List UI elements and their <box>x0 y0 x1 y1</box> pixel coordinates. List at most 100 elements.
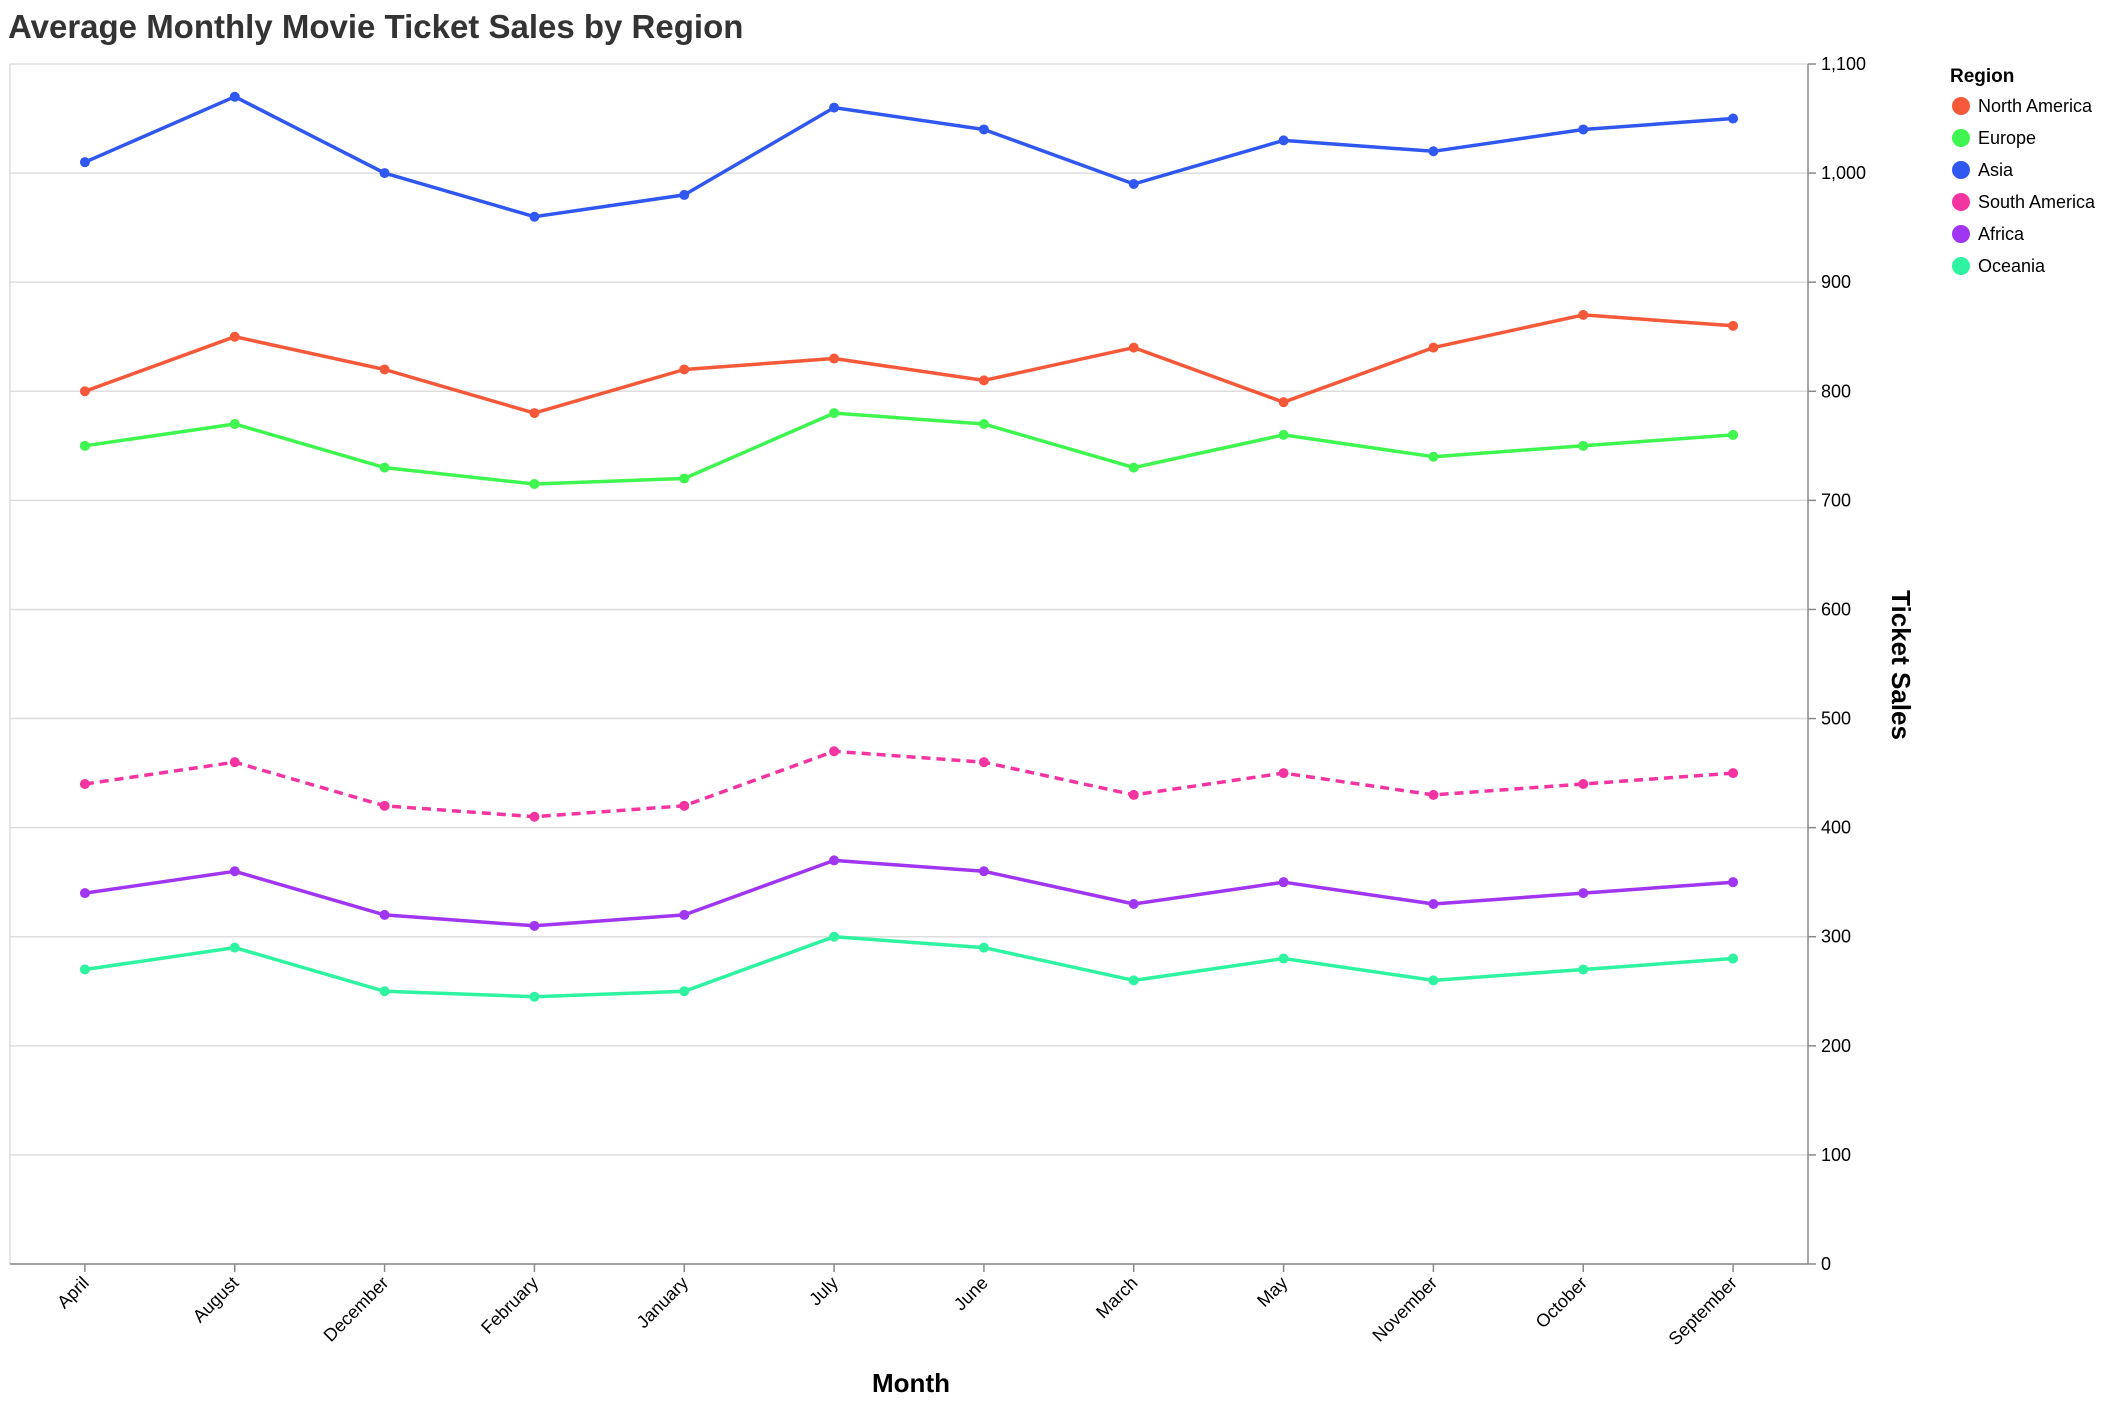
data-point <box>1428 451 1439 462</box>
data-point <box>1728 429 1739 440</box>
x-tick-label: August <box>189 1273 243 1327</box>
data-point <box>229 866 240 877</box>
data-point <box>79 157 90 168</box>
data-point <box>79 440 90 451</box>
data-point <box>1128 789 1139 800</box>
data-point <box>379 364 390 375</box>
data-point <box>1128 179 1139 189</box>
data-point <box>679 189 690 200</box>
series-europe <box>79 408 1739 489</box>
data-point <box>1428 789 1439 800</box>
data-point <box>1428 146 1439 157</box>
data-point <box>529 991 540 1002</box>
data-point <box>978 419 989 429</box>
legend-label: Oceania <box>1978 256 2046 276</box>
series-oceania <box>79 931 1739 1002</box>
data-point <box>679 909 690 920</box>
data-point <box>79 964 90 975</box>
data-point <box>978 375 989 386</box>
data-point <box>1578 779 1589 789</box>
x-tick-label: December <box>320 1273 393 1346</box>
y-tick-label: 900 <box>1821 272 1851 292</box>
data-point <box>379 462 390 473</box>
y-tick-label: 500 <box>1821 709 1851 729</box>
series-line-oceania <box>84 934 1734 999</box>
series-line-south-america <box>84 749 1734 819</box>
x-axis-title: Month <box>872 1368 950 1398</box>
y-tick-label: 800 <box>1821 381 1851 401</box>
x-tick-label: September <box>1665 1273 1741 1349</box>
legend-item-south-america: South America <box>1952 192 2096 212</box>
data-point <box>1578 440 1589 451</box>
series-line-north-america <box>84 313 1734 415</box>
data-point <box>978 757 989 768</box>
data-point <box>1278 768 1289 779</box>
gridlines <box>10 63 1808 1265</box>
data-point <box>1278 953 1289 964</box>
data-point <box>1728 768 1739 779</box>
data-point <box>1728 953 1739 964</box>
data-point <box>1728 320 1739 331</box>
data-point <box>679 364 690 375</box>
data-point <box>229 331 240 342</box>
y-tick-label: 700 <box>1821 490 1851 510</box>
legend-item-oceania: Oceania <box>1952 256 2046 276</box>
chart-title: Average Monthly Movie Ticket Sales by Re… <box>8 8 743 45</box>
data-point <box>1278 397 1289 408</box>
series-africa <box>79 855 1739 931</box>
data-point <box>1578 964 1589 975</box>
legend: Region North America Europe Asia South Amer… <box>1950 66 2096 276</box>
data-point <box>379 986 390 997</box>
data-point <box>1128 462 1139 473</box>
data-point <box>679 986 690 997</box>
data-point <box>529 211 540 222</box>
data-point <box>829 353 840 364</box>
y-tick-label: 1,000 <box>1821 163 1866 183</box>
data-point <box>229 91 240 102</box>
x-tick-label: July <box>805 1273 842 1310</box>
legend-symbol <box>1952 129 1970 147</box>
legend-symbol <box>1952 257 1970 275</box>
legend-symbol <box>1952 225 1970 243</box>
data-point <box>379 909 390 920</box>
data-point <box>79 779 90 789</box>
legend-label: Europe <box>1978 128 2036 148</box>
data-point <box>829 408 840 419</box>
legend-symbol <box>1952 161 1970 179</box>
data-point <box>379 168 390 179</box>
x-tick-label: April <box>53 1273 93 1313</box>
series-line-asia <box>84 94 1734 219</box>
data-point <box>1428 975 1439 986</box>
data-point <box>829 102 840 113</box>
x-tick-label: October <box>1532 1273 1591 1332</box>
data-point <box>1578 309 1589 320</box>
data-point <box>829 746 840 757</box>
y-tick-label: 100 <box>1821 1145 1851 1165</box>
data-point <box>1278 877 1289 888</box>
x-tick-label: November <box>1368 1273 1441 1346</box>
data-point <box>1728 113 1739 124</box>
series-lines <box>79 91 1739 1002</box>
data-point <box>1128 342 1139 353</box>
data-point <box>829 931 840 942</box>
y-axis-title: Ticket Sales <box>1886 590 1916 740</box>
data-point <box>529 811 540 822</box>
data-point <box>1428 342 1439 353</box>
data-point <box>1278 135 1289 146</box>
y-tick-label: 0 <box>1821 1254 1831 1274</box>
data-point <box>1578 124 1589 135</box>
data-point <box>529 920 540 931</box>
y-tick-label: 600 <box>1821 599 1851 619</box>
data-point <box>1728 877 1739 888</box>
data-point <box>1578 888 1589 899</box>
x-tick-label: June <box>950 1273 992 1315</box>
data-point <box>679 800 690 811</box>
data-point <box>829 855 840 866</box>
data-point <box>229 942 240 953</box>
series-asia <box>79 91 1739 222</box>
x-tick-label: March <box>1092 1273 1142 1323</box>
data-point <box>529 479 540 489</box>
legend-label: North America <box>1978 96 2093 116</box>
legend-label: Africa <box>1978 224 2025 244</box>
y-tick-label: 1,100 <box>1821 54 1866 74</box>
